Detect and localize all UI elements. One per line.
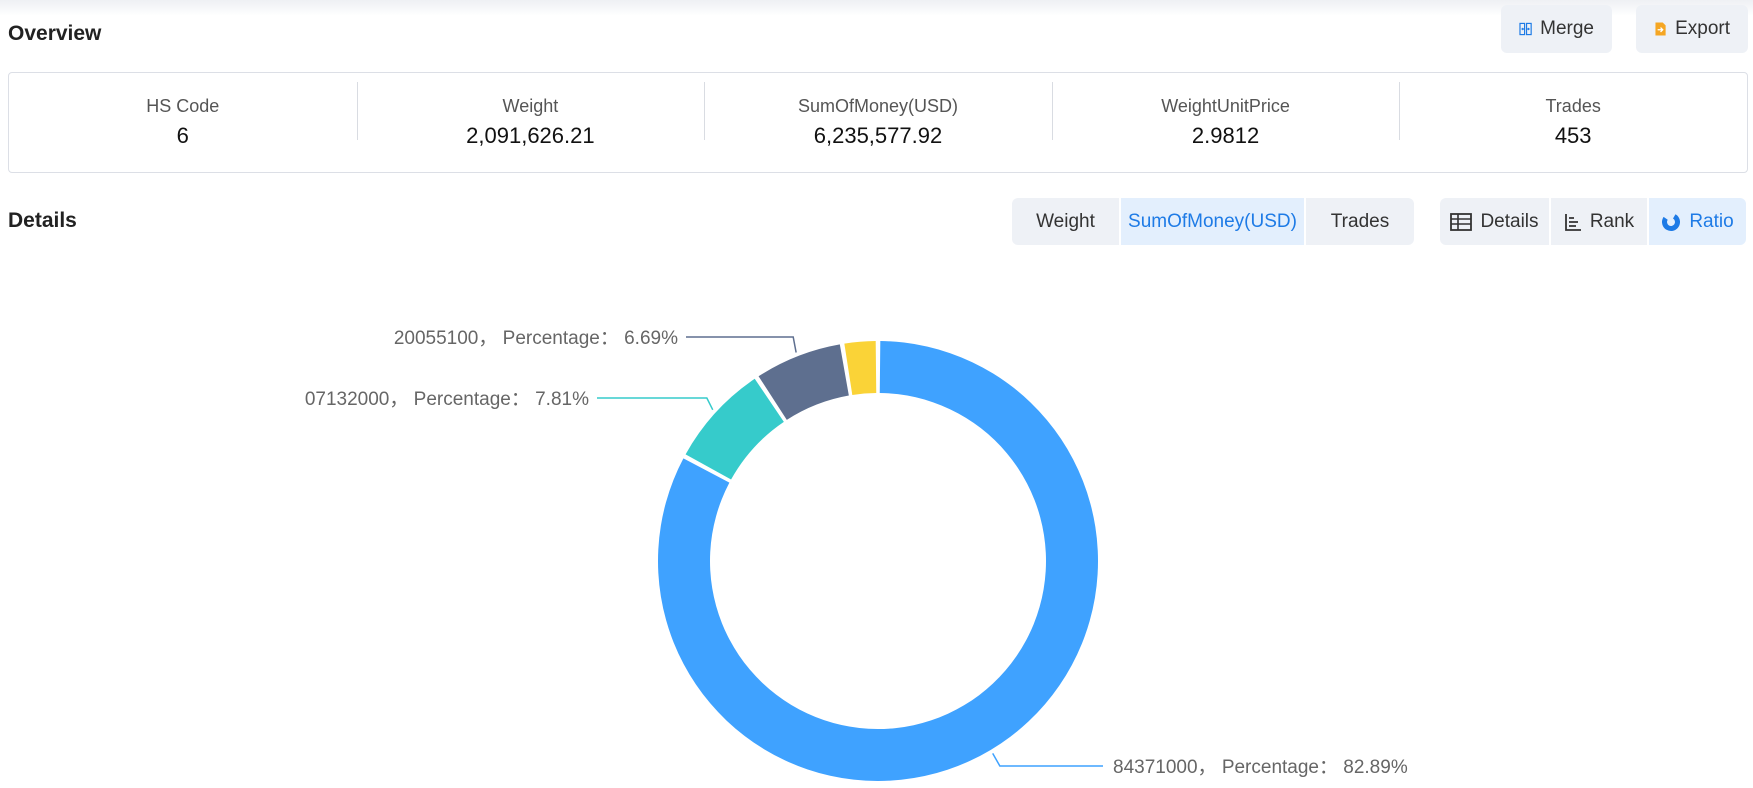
export-icon [1655, 22, 1666, 36]
details-title: Details [8, 209, 77, 232]
header-shadow [0, 0, 1753, 16]
tab-weight[interactable]: Weight [1012, 198, 1119, 245]
stat-weight-unit-price: WeightUnitPrice 2.9812 [1051, 82, 1400, 149]
stat-label: HS Code [146, 96, 220, 116]
stat-hs-code: HS Code 6 [9, 96, 357, 149]
stat-value: 2.9812 [1191, 123, 1260, 148]
slice-labels: 84371000， Percentage： 82.89% 07132000， Pe… [305, 328, 1408, 778]
donut-slice-slate[interactable] [758, 344, 849, 420]
tab-rank-label: Rank [1589, 210, 1635, 232]
label-leader-line [686, 336, 797, 353]
tab-ratio-label: Ratio [1689, 210, 1734, 232]
slice-label: 20055100， Percentage： 6.69% [394, 328, 678, 349]
tab-ratio[interactable]: Ratio [1649, 198, 1746, 245]
merge-icon [1519, 22, 1532, 36]
slice-label: 84371000， Percentage： 82.89% [1113, 757, 1408, 778]
stats-panel: HS Code 6 Weight 2,091,626.21 SumOfMoney… [8, 72, 1748, 173]
donut-slice-teal[interactable] [685, 378, 784, 480]
label-leader-line [597, 397, 714, 411]
stat-value: 6,235,577.92 [813, 123, 943, 148]
ratio-donut-chart: 84371000， Percentage： 82.89% 07132000， Pe… [305, 328, 1408, 781]
tab-details-label: Details [1480, 210, 1539, 232]
stat-label: WeightUnitPrice [1161, 96, 1290, 116]
donut-chart-icon [1662, 212, 1681, 231]
stat-sum-of-money: SumOfMoney(USD) 6,235,577.92 [704, 82, 1052, 149]
overview-title: Overview [8, 22, 102, 45]
stat-weight: Weight 2,091,626.21 [356, 82, 705, 149]
view-tabs: Details Rank Ratio [1440, 198, 1746, 245]
table-icon [1450, 212, 1473, 231]
merge-button[interactable]: Merge [1501, 5, 1612, 53]
stat-label: SumOfMoney(USD) [797, 96, 958, 116]
metric-tabs: Weight SumOfMoney(USD) Trades [1012, 198, 1414, 245]
donut-slices [658, 341, 1099, 781]
export-button[interactable]: Export [1636, 5, 1748, 53]
label-leader-line [992, 753, 1103, 767]
donut-slice-yellow[interactable] [844, 341, 877, 395]
tab-sum-of-money[interactable]: SumOfMoney(USD) [1121, 198, 1304, 245]
slice-label: 07132000， Percentage： 7.81% [305, 389, 589, 410]
stat-label: Trades [1545, 96, 1601, 116]
stat-label: Weight [502, 96, 559, 116]
merge-button-label: Merge [1540, 18, 1594, 39]
stat-value: 2,091,626.21 [466, 123, 595, 148]
stat-value: 6 [176, 123, 189, 148]
export-button-label: Export [1675, 18, 1730, 39]
stat-value: 453 [1554, 123, 1592, 148]
rank-icon [1564, 213, 1581, 231]
stat-trades: Trades 453 [1399, 82, 1747, 149]
tab-trades[interactable]: Trades [1306, 198, 1414, 245]
tab-rank[interactable]: Rank [1551, 198, 1647, 245]
tab-details[interactable]: Details [1440, 198, 1549, 245]
